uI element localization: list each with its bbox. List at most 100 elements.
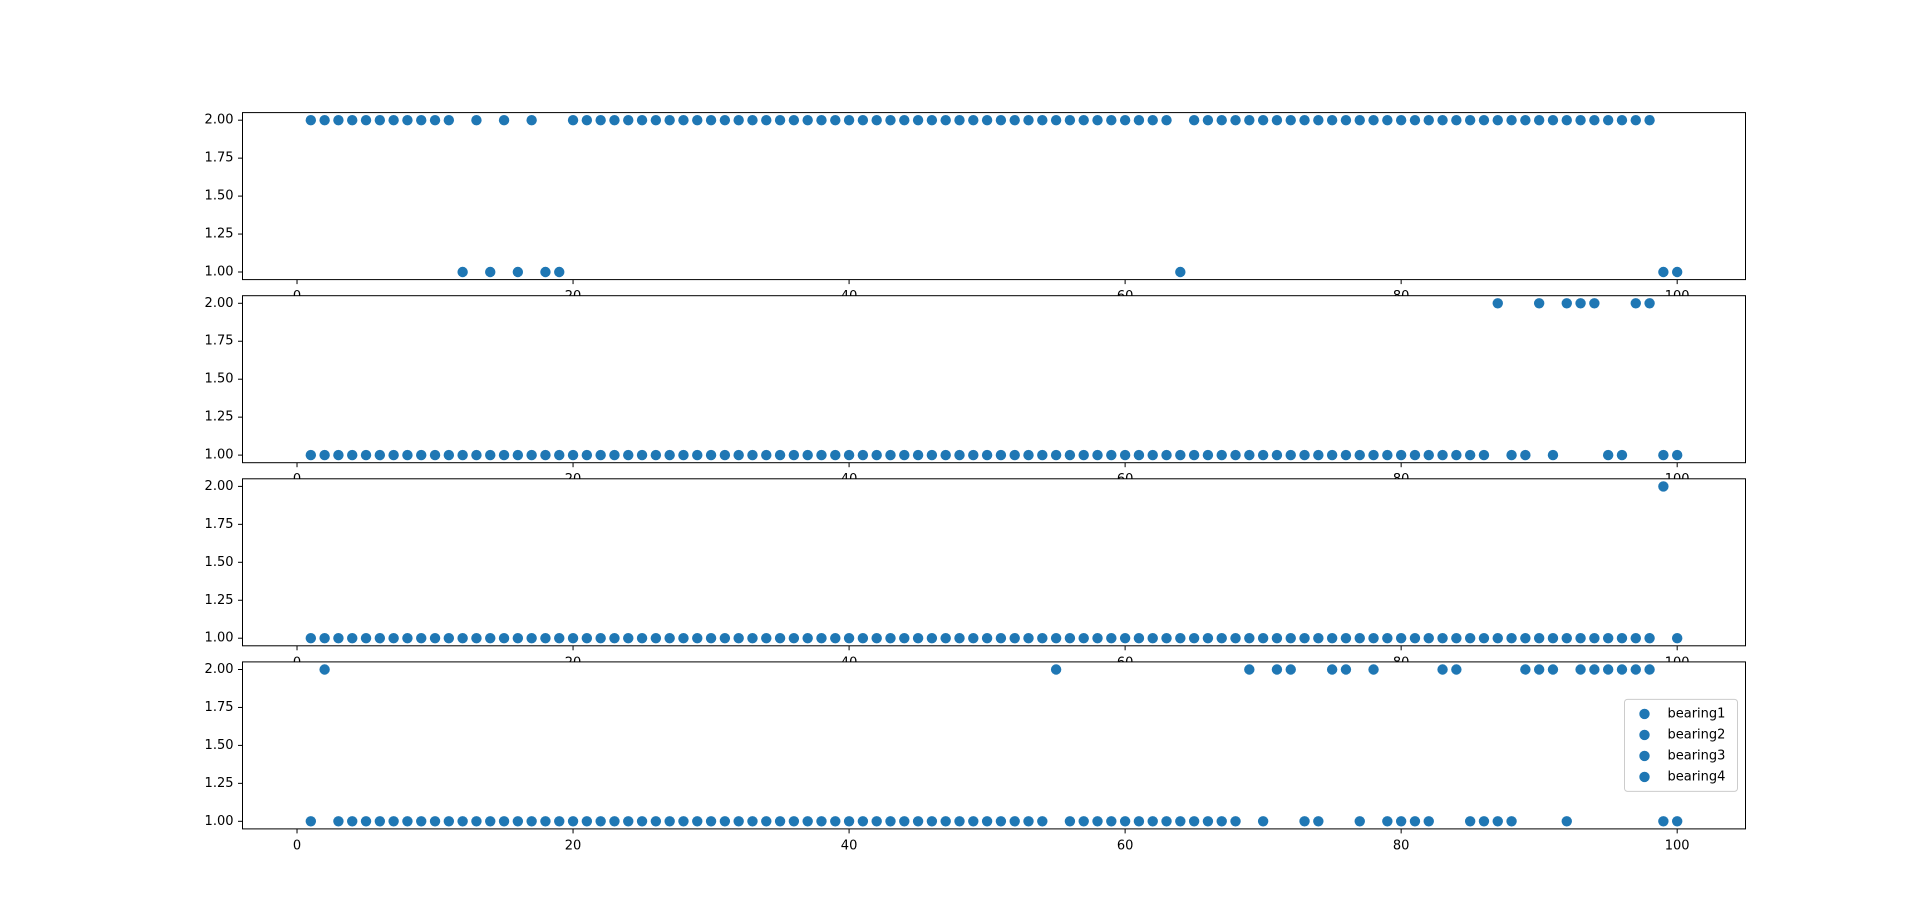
- scatter-point: [347, 816, 358, 827]
- scatter-point: [1271, 633, 1283, 644]
- scatter-point: [512, 816, 524, 827]
- scatter-point: [1520, 114, 1531, 126]
- scatter-point: [333, 816, 344, 827]
- scatter-point: [747, 449, 758, 461]
- scatter-point: [940, 449, 951, 461]
- scatter-point: [968, 114, 979, 126]
- scatter-point: [1395, 633, 1407, 644]
- y-tick-label: 1.25: [205, 227, 234, 242]
- scatter-point: [705, 633, 717, 644]
- scatter-point: [305, 449, 317, 461]
- scatter-point: [1299, 633, 1310, 644]
- scatter-point: [1023, 816, 1034, 827]
- scatter-point: [1464, 114, 1476, 126]
- y-tick-label: 2.00: [205, 479, 234, 494]
- y-tick-label: 1.50: [205, 372, 234, 387]
- scatter-point: [1533, 114, 1545, 126]
- y-tick-label: 1.00: [205, 631, 234, 646]
- scatter-point: [485, 449, 496, 461]
- scatter-point: [692, 816, 703, 827]
- scatter-point: [1575, 114, 1586, 126]
- scatter-point: [485, 266, 496, 278]
- x-tick-label: 80: [1393, 838, 1410, 853]
- scatter-point: [1492, 816, 1503, 827]
- scatter-point: [1451, 114, 1462, 126]
- axes-frame: [242, 478, 1746, 647]
- scatter-point: [1340, 633, 1352, 644]
- scatter-point: [1230, 114, 1241, 126]
- scatter-point: [1382, 633, 1393, 644]
- scatter-point: [526, 633, 537, 644]
- scatter-point: [1175, 266, 1186, 278]
- scatter-point: [1106, 633, 1117, 644]
- y-tick-label: 1.00: [205, 814, 234, 829]
- scatter-point: [1492, 114, 1503, 126]
- scatter-point: [1064, 449, 1076, 461]
- scatter-point: [788, 816, 800, 827]
- scatter-point: [1202, 449, 1214, 461]
- scatter-point: [885, 816, 896, 827]
- scatter-point: [830, 114, 841, 126]
- scatter-point: [1161, 449, 1172, 461]
- scatter-point: [871, 633, 882, 644]
- scatter-point: [374, 449, 386, 461]
- x-tick-label: 60: [1117, 838, 1134, 853]
- scatter-point: [1175, 449, 1186, 461]
- legend-label: bearing1: [1668, 706, 1726, 721]
- scatter-point: [1313, 449, 1324, 461]
- scatter-point: [1602, 449, 1614, 461]
- scatter-point: [512, 633, 524, 644]
- scatter-point: [1147, 449, 1158, 461]
- scatter-point: [995, 114, 1007, 126]
- scatter-point: [1064, 633, 1076, 644]
- scatter-point: [457, 816, 468, 827]
- scatter-point: [650, 114, 662, 126]
- scatter-point: [1382, 816, 1393, 827]
- scatter-point: [623, 633, 634, 644]
- scatter-point: [1133, 816, 1145, 827]
- scatter-point: [1257, 816, 1269, 827]
- scatter-point: [733, 114, 744, 126]
- scatter-point: [1671, 816, 1683, 827]
- scatter-point: [1589, 114, 1600, 126]
- scatter-point: [485, 633, 496, 644]
- scatter-point: [1368, 664, 1379, 675]
- scatter-point: [1478, 816, 1490, 827]
- scatter-point: [1244, 114, 1255, 126]
- scatter-point: [678, 449, 689, 461]
- plot-area: [242, 112, 1746, 280]
- y-tick-label: 1.25: [205, 410, 234, 425]
- scatter-point: [705, 449, 717, 461]
- scatter-point: [471, 816, 482, 827]
- scatter-point: [1602, 114, 1614, 126]
- scatter-point: [1561, 298, 1572, 309]
- scatter-point: [429, 449, 441, 461]
- scatter-point: [843, 449, 855, 461]
- scatter-point: [885, 449, 896, 461]
- scatter-point: [1257, 449, 1269, 461]
- scatter-point: [899, 633, 910, 644]
- scatter-point: [1658, 449, 1669, 461]
- scatter-point: [1299, 816, 1310, 827]
- scatter-point: [1547, 664, 1559, 675]
- scatter-point: [1299, 114, 1310, 126]
- scatter-point: [1520, 633, 1531, 644]
- y-tick-label: 2.00: [205, 113, 234, 128]
- scatter-point: [705, 114, 717, 126]
- scatter-point: [1023, 114, 1034, 126]
- plot-area: [242, 661, 1746, 829]
- scatter-point: [554, 816, 565, 827]
- scatter-point: [816, 449, 827, 461]
- scatter-point: [1188, 816, 1200, 827]
- scatter-point: [1326, 664, 1338, 675]
- scatter-point: [843, 633, 855, 644]
- scatter-point: [968, 449, 979, 461]
- scatter-point: [1023, 633, 1034, 644]
- legend-label: bearing2: [1668, 727, 1726, 742]
- scatter-point: [843, 816, 855, 827]
- scatter-point: [540, 816, 551, 827]
- scatter-point: [347, 633, 358, 644]
- scatter-point: [1037, 114, 1048, 126]
- x-tick-label: 100: [1665, 838, 1690, 853]
- scatter-point: [402, 114, 413, 126]
